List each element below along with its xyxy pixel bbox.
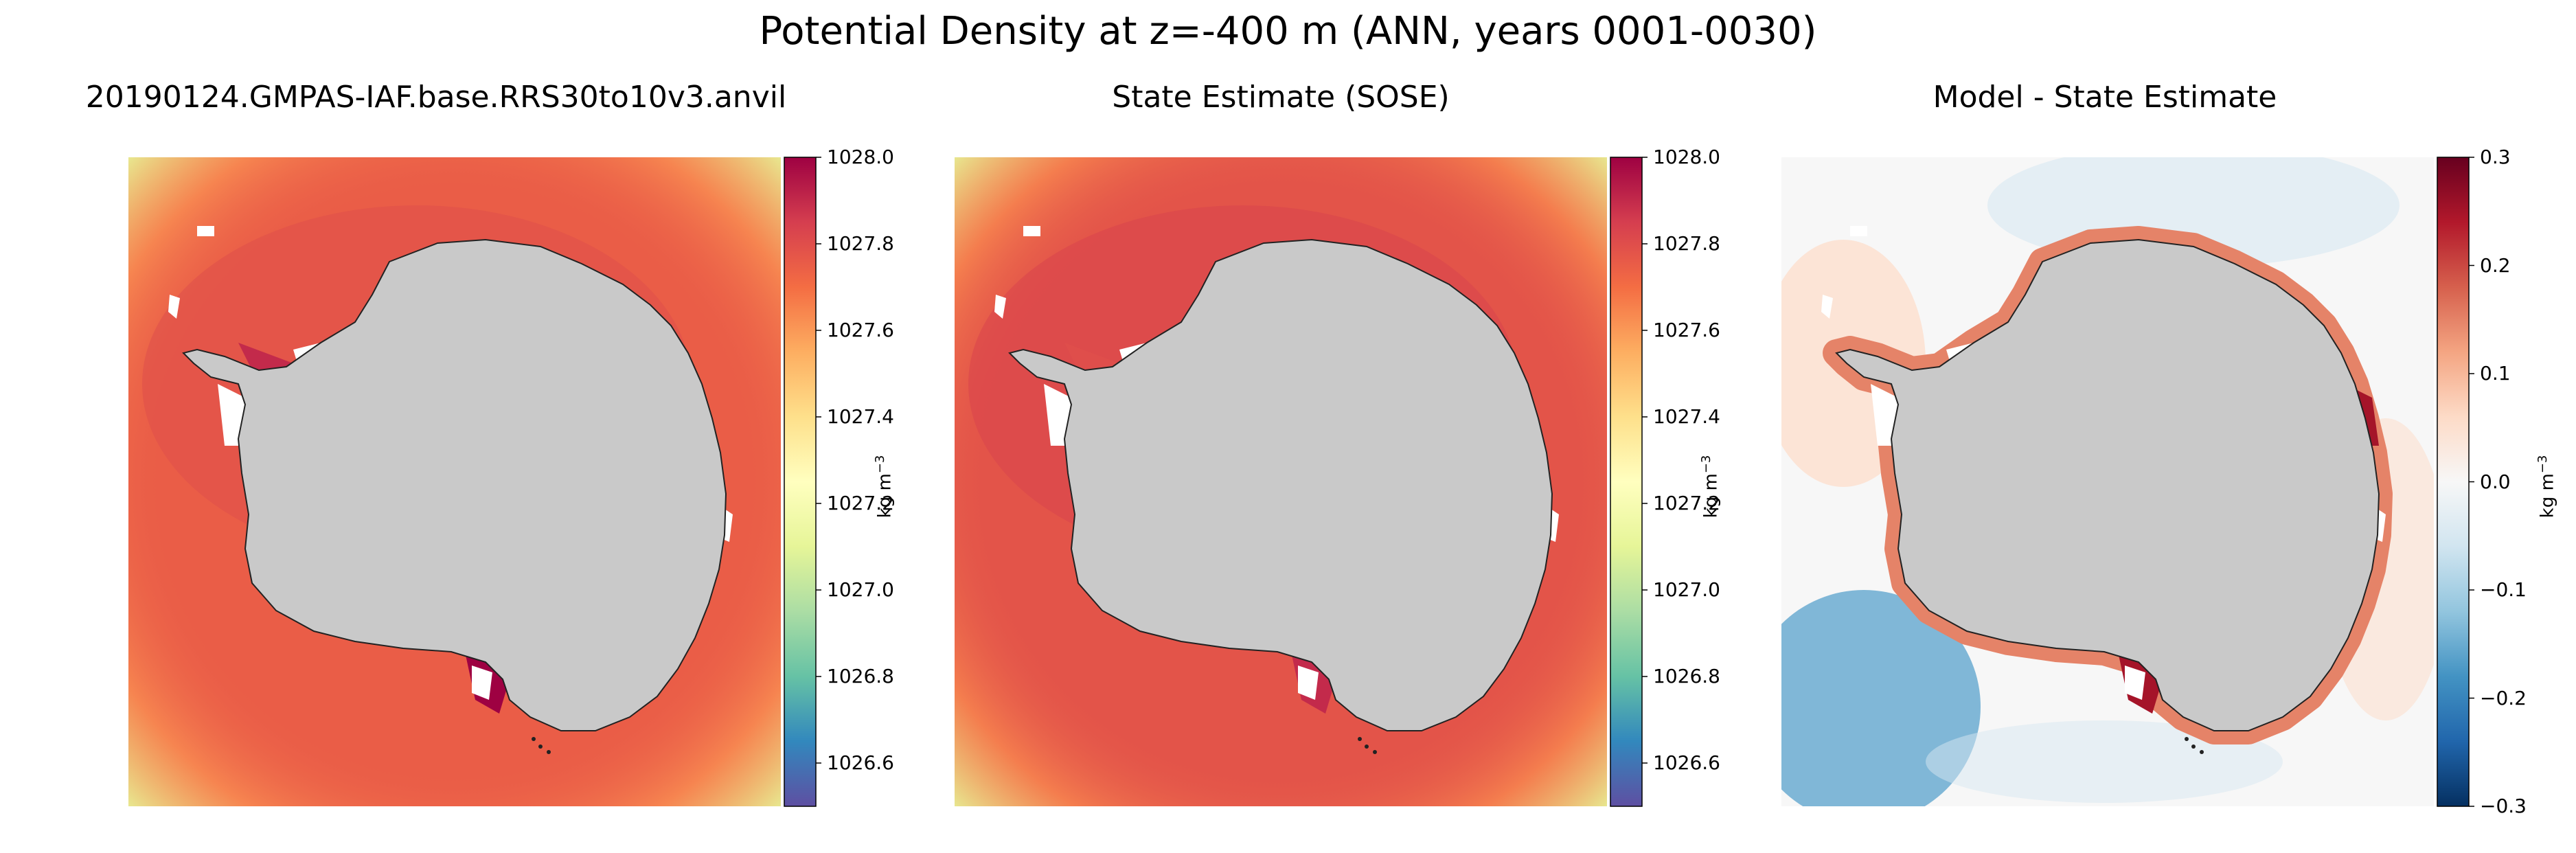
colorbar-tick-label: 0.1	[2480, 362, 2511, 385]
panel-2-colorbar-label: kg m−3	[1698, 455, 1722, 519]
no-data-region	[1298, 666, 1319, 700]
colorbar-tick-label: 1027.4	[827, 405, 894, 428]
colorbar-gradient	[784, 157, 817, 807]
no-data-region	[472, 666, 492, 700]
island	[1358, 737, 1362, 741]
island	[2185, 737, 2189, 741]
island	[547, 750, 551, 754]
colorbar-tick-label: 1027.0	[827, 578, 894, 601]
no-data-region	[994, 295, 1006, 319]
colorbar-tick-label: 1027.6	[1653, 319, 1720, 341]
colorbar-tick-label: 1026.8	[1653, 665, 1720, 687]
colorbar-tick-label: −0.1	[2480, 578, 2527, 601]
panel-1-map	[128, 157, 781, 806]
no-data-region	[197, 226, 214, 236]
island	[2191, 744, 2196, 749]
colorbar-tick-label: 0.3	[2480, 146, 2511, 168]
colorbar-tick-label: 1027.8	[1653, 232, 1720, 255]
colorbar-gradient	[2437, 157, 2470, 807]
colorbar-tick-label: 1028.0	[827, 146, 894, 168]
antarctica-land	[1008, 238, 1553, 731]
colorbar-tick-label: 1027.2	[827, 492, 894, 514]
no-data-region	[1821, 295, 1833, 319]
colorbar-tick-label: 1027.2	[1653, 492, 1720, 514]
no-data-region	[1023, 226, 1040, 236]
colorbar-tick-label: 1026.6	[827, 751, 894, 774]
panel-2-colorbar	[1610, 157, 1648, 807]
colorbar-tick-label: −0.2	[2480, 686, 2527, 709]
panel-3-colorbar-label: kg m−3	[2535, 455, 2558, 519]
panel-2-map	[955, 157, 1607, 806]
panel-1-colorbar-label: kg m−3	[872, 455, 896, 519]
island	[2200, 750, 2204, 754]
island	[1373, 750, 1377, 754]
island	[538, 744, 543, 749]
no-data-region	[168, 295, 180, 319]
colorbar-tick-label: 1028.0	[1653, 146, 1720, 168]
colorbar-tick-label: 0.0	[2480, 470, 2511, 493]
panel-2-title: State Estimate (SOSE)	[1112, 80, 1450, 115]
panel-3-title: Model - State Estimate	[1933, 80, 2277, 115]
colorbar-gradient	[1610, 157, 1643, 807]
island	[532, 737, 536, 741]
no-data-region	[2125, 666, 2145, 700]
panel-1-title: 20190124.GMPAS-IAF.base.RRS30to10v3.anvi…	[85, 80, 787, 115]
antarctica-land	[1835, 238, 2380, 731]
colorbar-tick-label: 1027.0	[1653, 578, 1720, 601]
panel-1-colorbar	[784, 157, 821, 807]
antarctica-land	[182, 238, 727, 731]
colorbar-tick-label: 1027.6	[827, 319, 894, 341]
colorbar-tick-label: 0.2	[2480, 253, 2511, 277]
panel-3-map	[1781, 157, 2434, 806]
colorbar-tick-label: 1026.8	[827, 665, 894, 687]
panel-3-colorbar	[2437, 157, 2474, 807]
island	[1365, 744, 1369, 749]
colorbar-tick-label: 1027.8	[827, 232, 894, 255]
colorbar-tick-label: 1027.4	[1653, 405, 1720, 428]
negative-anomaly	[1926, 720, 2283, 803]
colorbar-tick-label: −0.3	[2480, 795, 2527, 817]
no-data-region	[1850, 226, 1867, 236]
figure-suptitle: Potential Density at z=-400 m (ANN, year…	[759, 9, 1817, 54]
colorbar-tick-label: 1026.6	[1653, 751, 1720, 774]
